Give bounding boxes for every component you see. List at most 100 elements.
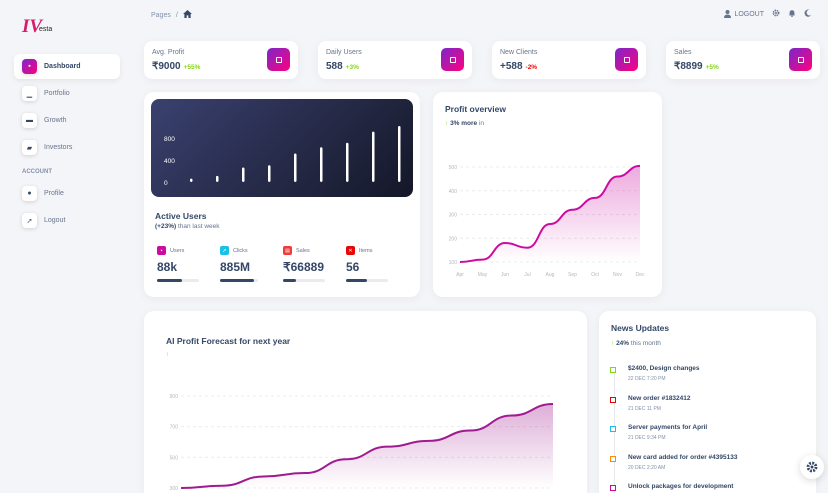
- y-tick-label: 400: [449, 189, 458, 195]
- stat-change: +5%: [705, 64, 719, 71]
- logo-text: esta: [39, 26, 53, 33]
- timeline-dot-icon: [610, 485, 616, 491]
- timeline-date: 21 DEC 11 PM: [628, 405, 661, 412]
- x-tick-label: Apr: [456, 272, 464, 278]
- sidebar-item-investors[interactable]: ▰ Investors: [14, 135, 120, 160]
- stat-label: Avg. Profit: [152, 49, 185, 56]
- bell-icon[interactable]: [788, 9, 796, 19]
- user-icon: ●: [22, 186, 37, 201]
- timeline-dot-icon: [610, 367, 616, 373]
- metric-progress-fill: [157, 279, 183, 282]
- stat-label: Daily Users: [326, 49, 362, 56]
- x-tick-label: Sep: [568, 272, 577, 278]
- x-tick-label: Nov: [613, 272, 622, 278]
- logout-link[interactable]: LOGOUT: [724, 10, 764, 18]
- stat-value: 588 +3%: [326, 61, 359, 72]
- metric-value: 885M: [220, 260, 251, 274]
- breadcrumb: Pages /: [151, 10, 192, 20]
- bar: [190, 178, 193, 182]
- sidebar-item-label: Portfolio: [44, 90, 70, 97]
- y-tick-label: 700: [170, 425, 179, 431]
- timeline-dot-icon: [610, 396, 616, 403]
- bar: [346, 142, 349, 182]
- forecast-area-chart: 900 700 500 300: [170, 394, 554, 492]
- logo[interactable]: IV esta: [22, 16, 62, 38]
- dashboard-icon: ▪: [22, 59, 37, 74]
- people-icon: ▰: [22, 140, 37, 155]
- active-users-card: 800 400 0 Active Users (+23%) than last we…: [144, 92, 420, 297]
- tool-icon: ✕: [346, 246, 355, 255]
- stat-value: ₹8899 +5%: [674, 61, 719, 72]
- settings-gear-button[interactable]: [800, 455, 824, 479]
- sidebar-item-dashboard[interactable]: ▪ Dashboard: [14, 54, 120, 79]
- metric-value: 88k: [157, 260, 178, 274]
- y-tick-label: 200: [449, 236, 458, 242]
- stat-card-sales: Sales ₹8899 +5%: [666, 41, 820, 79]
- series-line: [459, 164, 641, 263]
- metric-items: ✕ Items 56: [346, 246, 390, 282]
- timeline-title: $2400, Design changes: [628, 365, 700, 372]
- sidebar-item-logout[interactable]: ➚ Logout: [14, 208, 120, 233]
- active-users-title: Active Users: [155, 211, 207, 221]
- metric-sales: ▤ Sales ₹66889: [283, 246, 333, 282]
- user-icon: ▪: [157, 246, 166, 255]
- sidebar-item-profile[interactable]: ● Profile: [14, 181, 120, 206]
- profit-overview-title: Profit overview: [445, 104, 506, 114]
- profit-overview-card: Profit overview ↑ 3% more in 500 400 300 20…: [433, 92, 662, 297]
- stat-change: +3%: [345, 64, 359, 71]
- topbar-actions: LOGOUT: [724, 9, 812, 19]
- x-tick-label: Dec: [636, 272, 645, 278]
- stat-label: New Clients: [500, 49, 538, 56]
- card-icon: ▬: [22, 113, 37, 128]
- stat-card-new-clients: New Clients +588 -2%: [492, 41, 646, 79]
- y-tick-label: 500: [449, 165, 458, 171]
- stat-card-daily-users: Daily Users 588 +3%: [318, 41, 472, 79]
- sidebar-item-portfolio[interactable]: ▁ Portfolio: [14, 81, 120, 106]
- sidebar-item-label: Logout: [44, 217, 66, 224]
- stat-icon: [789, 48, 812, 71]
- metric-progress: [157, 279, 199, 282]
- stat-value: ₹9000 +55%: [152, 61, 201, 72]
- timeline-title: Unlock packages for development: [628, 483, 734, 490]
- gear-icon: [806, 461, 818, 473]
- y-tick-label: 900: [170, 394, 179, 400]
- metric-label: Clicks: [233, 247, 248, 254]
- stat-label: Sales: [674, 49, 692, 56]
- sidebar-item-label: Growth: [44, 117, 67, 124]
- bar: [242, 167, 245, 182]
- cursor-icon: ➚: [220, 246, 229, 255]
- bar: [372, 131, 375, 182]
- bar-chart-svg: 800 400 0: [164, 126, 401, 187]
- stat-card-avg-profit: Avg. Profit ₹9000 +55%: [144, 41, 298, 79]
- arrow-up-icon: ↑: [445, 120, 449, 127]
- metric-value: 56: [346, 260, 360, 274]
- x-tick-label: Aug: [546, 272, 555, 278]
- profit-overview-subtitle: ↑ 3% more in: [445, 120, 485, 127]
- series-line: [180, 403, 554, 489]
- moon-icon[interactable]: [804, 9, 812, 19]
- logout-label: LOGOUT: [734, 10, 764, 18]
- home-icon[interactable]: [182, 10, 192, 20]
- bar: [268, 165, 271, 182]
- sidebar-item-label: Profile: [44, 190, 64, 197]
- chart-icon: ▁: [22, 86, 37, 101]
- y-tick-label: 0: [164, 180, 168, 187]
- bar: [294, 153, 297, 182]
- gear-icon[interactable]: [772, 9, 780, 19]
- news-updates-card: News Updates ↑ 24% this month $2400, Des…: [599, 311, 816, 493]
- metric-label: Sales: [296, 247, 310, 254]
- y-tick-label: 100: [449, 260, 458, 266]
- user-icon: [724, 10, 732, 18]
- bar: [398, 126, 401, 182]
- x-tick-label: Oct: [591, 272, 599, 278]
- y-tick-label: 300: [170, 486, 179, 492]
- news-title: News Updates: [611, 323, 670, 333]
- stat-change: -2%: [525, 64, 538, 71]
- breadcrumb-root[interactable]: Pages: [151, 11, 171, 19]
- metric-progress: [346, 279, 388, 282]
- stat-value: +588 -2%: [500, 61, 538, 72]
- y-tick-label: 300: [449, 213, 458, 219]
- timeline-dot-icon: [610, 426, 616, 432]
- sidebar-section-label: ACCOUNT: [22, 169, 52, 175]
- sidebar-item-growth[interactable]: ▬ Growth: [14, 108, 120, 133]
